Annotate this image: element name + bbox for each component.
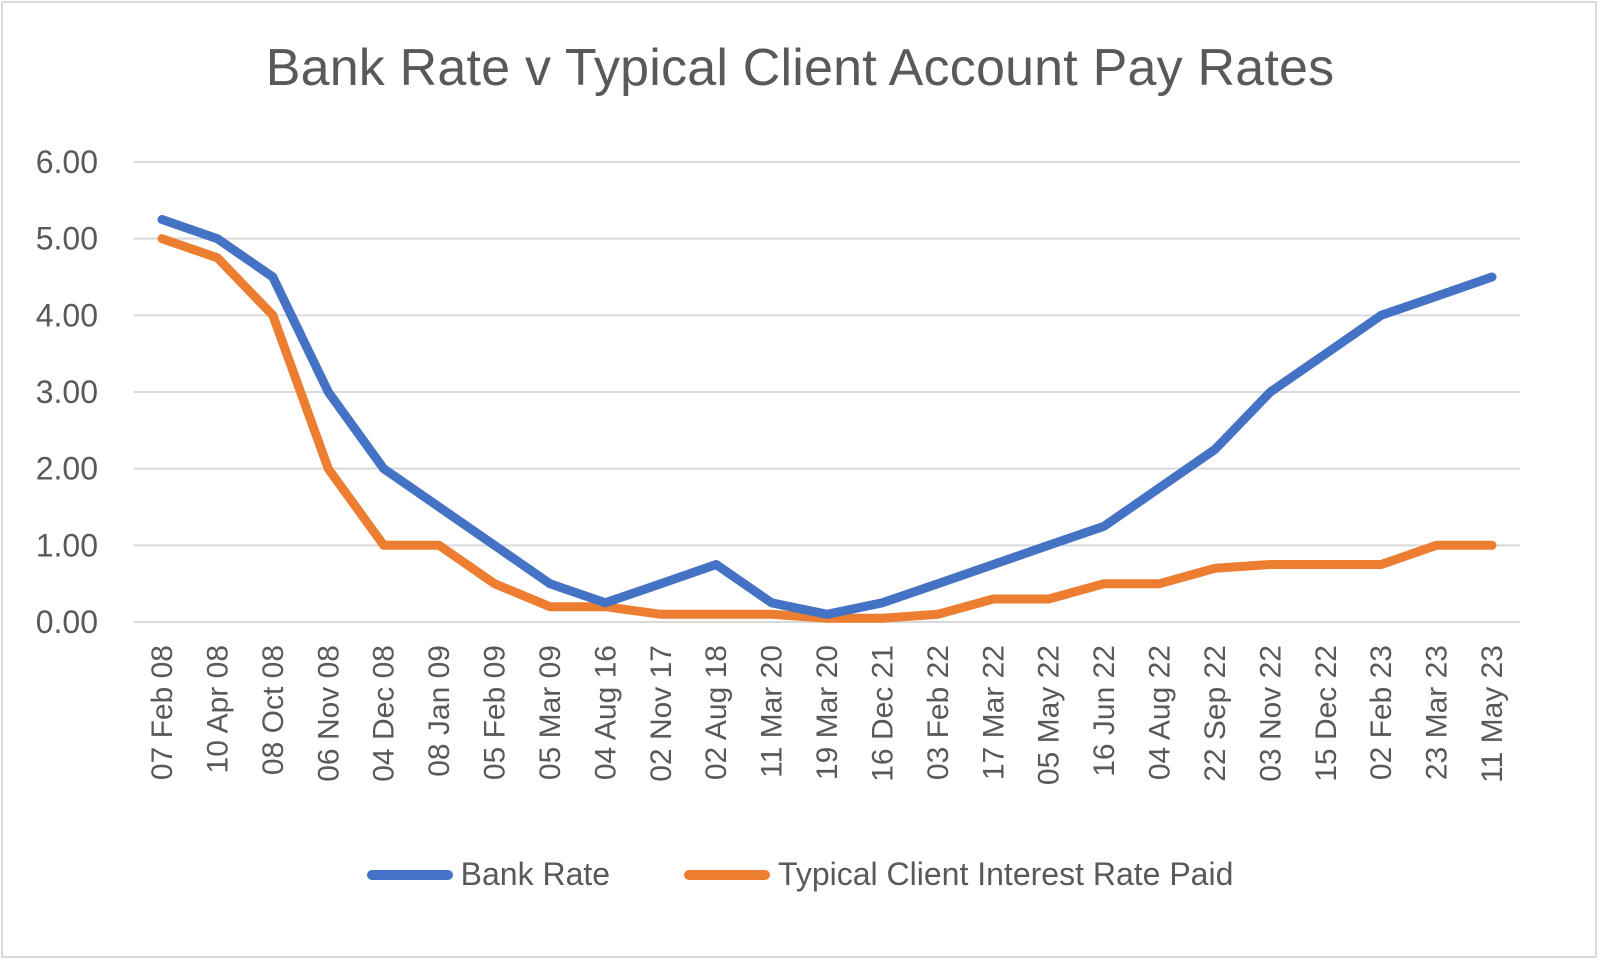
- x-tick-label: 07 Feb 08: [146, 645, 179, 780]
- y-tick-label: 2.00: [36, 451, 98, 487]
- y-tick-label: 4.00: [36, 297, 98, 333]
- x-tick-label: 23 Mar 23: [1421, 645, 1454, 780]
- x-tick-label: 02 Aug 18: [700, 645, 733, 780]
- x-tick-label: 02 Nov 17: [645, 645, 678, 782]
- bank-rate-line[interactable]: [157, 215, 1497, 619]
- chart-title: Bank Rate v Typical Client Account Pay R…: [265, 39, 1335, 97]
- x-tick-label: 16 Dec 21: [866, 645, 899, 782]
- legend-label-client-rate: Typical Client Interest Rate Paid: [778, 856, 1234, 892]
- y-tick-label: 5.00: [36, 221, 98, 257]
- y-tick-label: 3.00: [36, 374, 98, 410]
- x-tick-label: 02 Feb 23: [1365, 645, 1398, 780]
- legend-item-bank-rate[interactable]: Bank Rate: [366, 856, 611, 893]
- series-lines: [157, 215, 1497, 623]
- x-tick-label: 05 Feb 09: [479, 645, 512, 780]
- legend-item-client-rate[interactable]: Typical Client Interest Rate Paid: [684, 856, 1233, 893]
- x-tick-label: 03 Nov 22: [1254, 645, 1287, 782]
- x-tick-label: 17 Mar 22: [977, 645, 1010, 780]
- x-tick-label: 16 Jun 22: [1088, 645, 1121, 777]
- legend-swatch-client-rate: [684, 869, 771, 880]
- x-tick-label: 15 Dec 22: [1310, 645, 1343, 782]
- y-tick-label: 1.00: [36, 527, 98, 563]
- client-rate-line[interactable]: [157, 234, 1497, 623]
- x-tick-label: 19 Mar 20: [811, 645, 844, 780]
- x-tick-label: 11 May 23: [1476, 645, 1509, 783]
- x-tick-label: 05 May 22: [1033, 645, 1066, 785]
- x-tick-label: 06 Nov 08: [312, 645, 345, 782]
- x-tick-label: 08 Jan 09: [423, 645, 456, 777]
- legend-swatch-bank-rate: [366, 869, 453, 880]
- x-tick-label: 11 Mar 20: [756, 645, 789, 778]
- x-axis-tick-labels: 07 Feb 08 10 Apr 08 08 Oct 08 06 Nov 08 04 D…: [146, 645, 1509, 785]
- gridlines: [134, 161, 1520, 623]
- x-tick-label: 10 Apr 08: [201, 645, 234, 773]
- legend-label-bank-rate: Bank Rate: [460, 856, 611, 892]
- x-tick-label: 08 Oct 08: [257, 645, 290, 775]
- x-tick-label: 04 Aug 16: [589, 645, 622, 780]
- x-tick-label: 03 Feb 22: [922, 645, 955, 780]
- x-tick-label: 22 Sep 22: [1199, 645, 1232, 782]
- y-axis-tick-labels: 0.00 1.00 2.00 3.00 4.00 5.00 6.00: [36, 144, 98, 640]
- x-tick-label: 05 Mar 09: [534, 645, 567, 780]
- x-tick-label: 04 Aug 22: [1144, 645, 1177, 780]
- x-tick-label: 04 Dec 08: [368, 645, 401, 782]
- chart-legend: Bank Rate Typical Client Interest Rate P…: [0, 856, 1600, 893]
- y-tick-label: 0.00: [36, 604, 98, 640]
- y-tick-label: 6.00: [36, 144, 98, 180]
